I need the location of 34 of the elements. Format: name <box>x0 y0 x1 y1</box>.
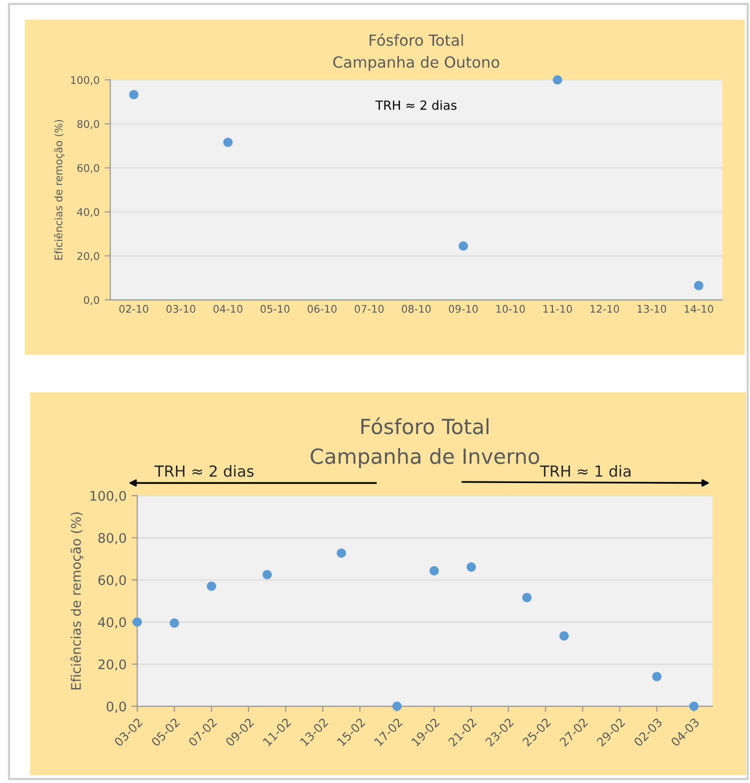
y-tick-label: 40,0 <box>98 617 126 629</box>
x-tick-label: 04-10 <box>213 304 242 313</box>
y-tick-label: 60,0 <box>77 164 100 174</box>
y-tick-label: 20,0 <box>98 659 126 671</box>
x-tick-label: 10-10 <box>496 304 525 313</box>
chart-title: Fósforo Total <box>361 417 488 434</box>
chart-title: Fósforo Total <box>370 33 463 46</box>
x-tick-label: 02-10 <box>119 304 148 313</box>
y-tick-label: 0,0 <box>106 701 126 713</box>
x-tick-label: 13-10 <box>638 304 666 313</box>
y-tick-label: 60,0 <box>98 575 126 586</box>
y-axis-title: Eficiências de remoção (%) <box>70 512 84 690</box>
x-tick-label: 11-10 <box>543 304 572 313</box>
y-tick-label: 100,0 <box>90 490 126 502</box>
x-tick-label: 09-10 <box>448 304 478 313</box>
x-tick-label: 05-10 <box>260 304 290 313</box>
chart-subtitle: Campanha de Inverno <box>310 448 540 468</box>
text: TRH ≈ 2 dias <box>154 465 254 477</box>
x-tick-label: 03-10 <box>166 304 196 313</box>
chart-subtitle: Campanha de Outono <box>333 56 500 71</box>
y-axis-title: Eficiências de remoção (%) <box>54 120 64 260</box>
y-tick-label: 20,0 <box>77 252 100 262</box>
y-tick-label: 0,0 <box>84 296 100 306</box>
x-tick-label: 07-10 <box>354 304 384 313</box>
y-tick-label: 80,0 <box>98 532 126 544</box>
x-tick-label: 06-10 <box>308 304 337 313</box>
x-tick-label: 12-10 <box>590 304 619 313</box>
x-tick-label: 08-10 <box>402 304 431 313</box>
text: TRH ≈ 1 dia <box>540 465 630 477</box>
x-tick-label: 14-10 <box>684 304 714 313</box>
y-tick-label: 100,0 <box>71 76 100 86</box>
y-tick-label: 40,0 <box>77 208 100 218</box>
y-tick-label: 80,0 <box>77 120 100 130</box>
annotation: TRH ≈ 2 dias <box>375 100 456 110</box>
